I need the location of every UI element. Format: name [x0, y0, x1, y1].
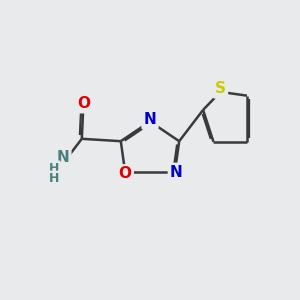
Text: H: H: [49, 162, 59, 175]
Text: O: O: [77, 96, 90, 111]
Text: O: O: [119, 167, 132, 182]
Text: H: H: [49, 172, 59, 185]
Text: N: N: [170, 165, 183, 180]
Text: S: S: [215, 81, 226, 96]
Text: N: N: [56, 151, 69, 166]
Text: N: N: [144, 112, 156, 128]
